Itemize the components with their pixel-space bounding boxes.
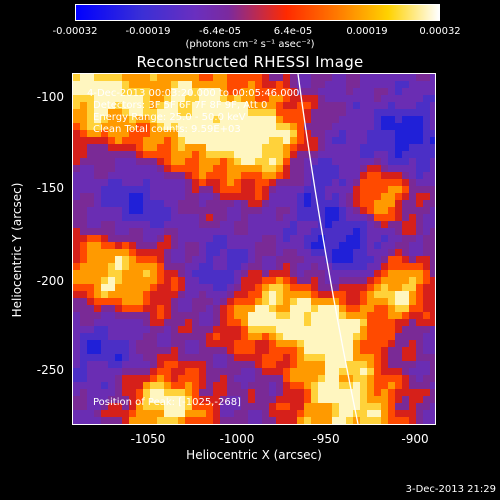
peak-position: Position of Peak: [-1025,-268] [93, 397, 241, 408]
image-title: Reconstructed RHESSI Image [136, 53, 364, 71]
energy-range: Energy Range: 25.0 - 50.0 keV [93, 112, 246, 123]
limb-curve [297, 74, 359, 424]
timestamp: 3-Dec-2013 21:29 [405, 484, 496, 495]
y-tick: -250 [36, 363, 64, 377]
colorbar-tick: 0.00032 [419, 26, 461, 37]
colorbar-tick: 0.00019 [346, 26, 388, 37]
colorbar-tick: -0.00032 [52, 26, 98, 37]
detectors-line: Detectors: 3F 5F 6F 7F 8F 9F, Att 0 [93, 100, 268, 111]
x-tick: -1050 [130, 432, 166, 446]
x-tick: -1000 [219, 432, 255, 446]
y-axis-label: Heliocentric Y (arcsec) [10, 182, 24, 318]
x-tick: -900 [401, 432, 429, 446]
colorbar [75, 4, 440, 21]
y-tick: -150 [36, 181, 64, 195]
y-tick: -100 [36, 90, 64, 104]
heatmap [73, 74, 435, 424]
x-tick: -950 [312, 432, 340, 446]
y-tick: -200 [36, 274, 64, 288]
colorbar-tick: -6.4e-05 [199, 26, 241, 37]
colorbar-units: (photons cm⁻² s⁻¹ asec⁻²) [185, 39, 315, 50]
colorbar-tick: -0.00019 [125, 26, 171, 37]
x-axis-label: Heliocentric X (arcsec) [186, 448, 322, 462]
clean-counts: Clean Total counts: 9.59E+03 [93, 124, 241, 135]
time-range: 4-Dec-2013 00:03:20.000 to 00:05:46.000 [87, 88, 300, 99]
colorbar-tick: 6.4e-05 [273, 26, 313, 37]
image-plot[interactable]: 4-Dec-2013 00:03:20.000 to 00:05:46.000 … [72, 73, 436, 425]
